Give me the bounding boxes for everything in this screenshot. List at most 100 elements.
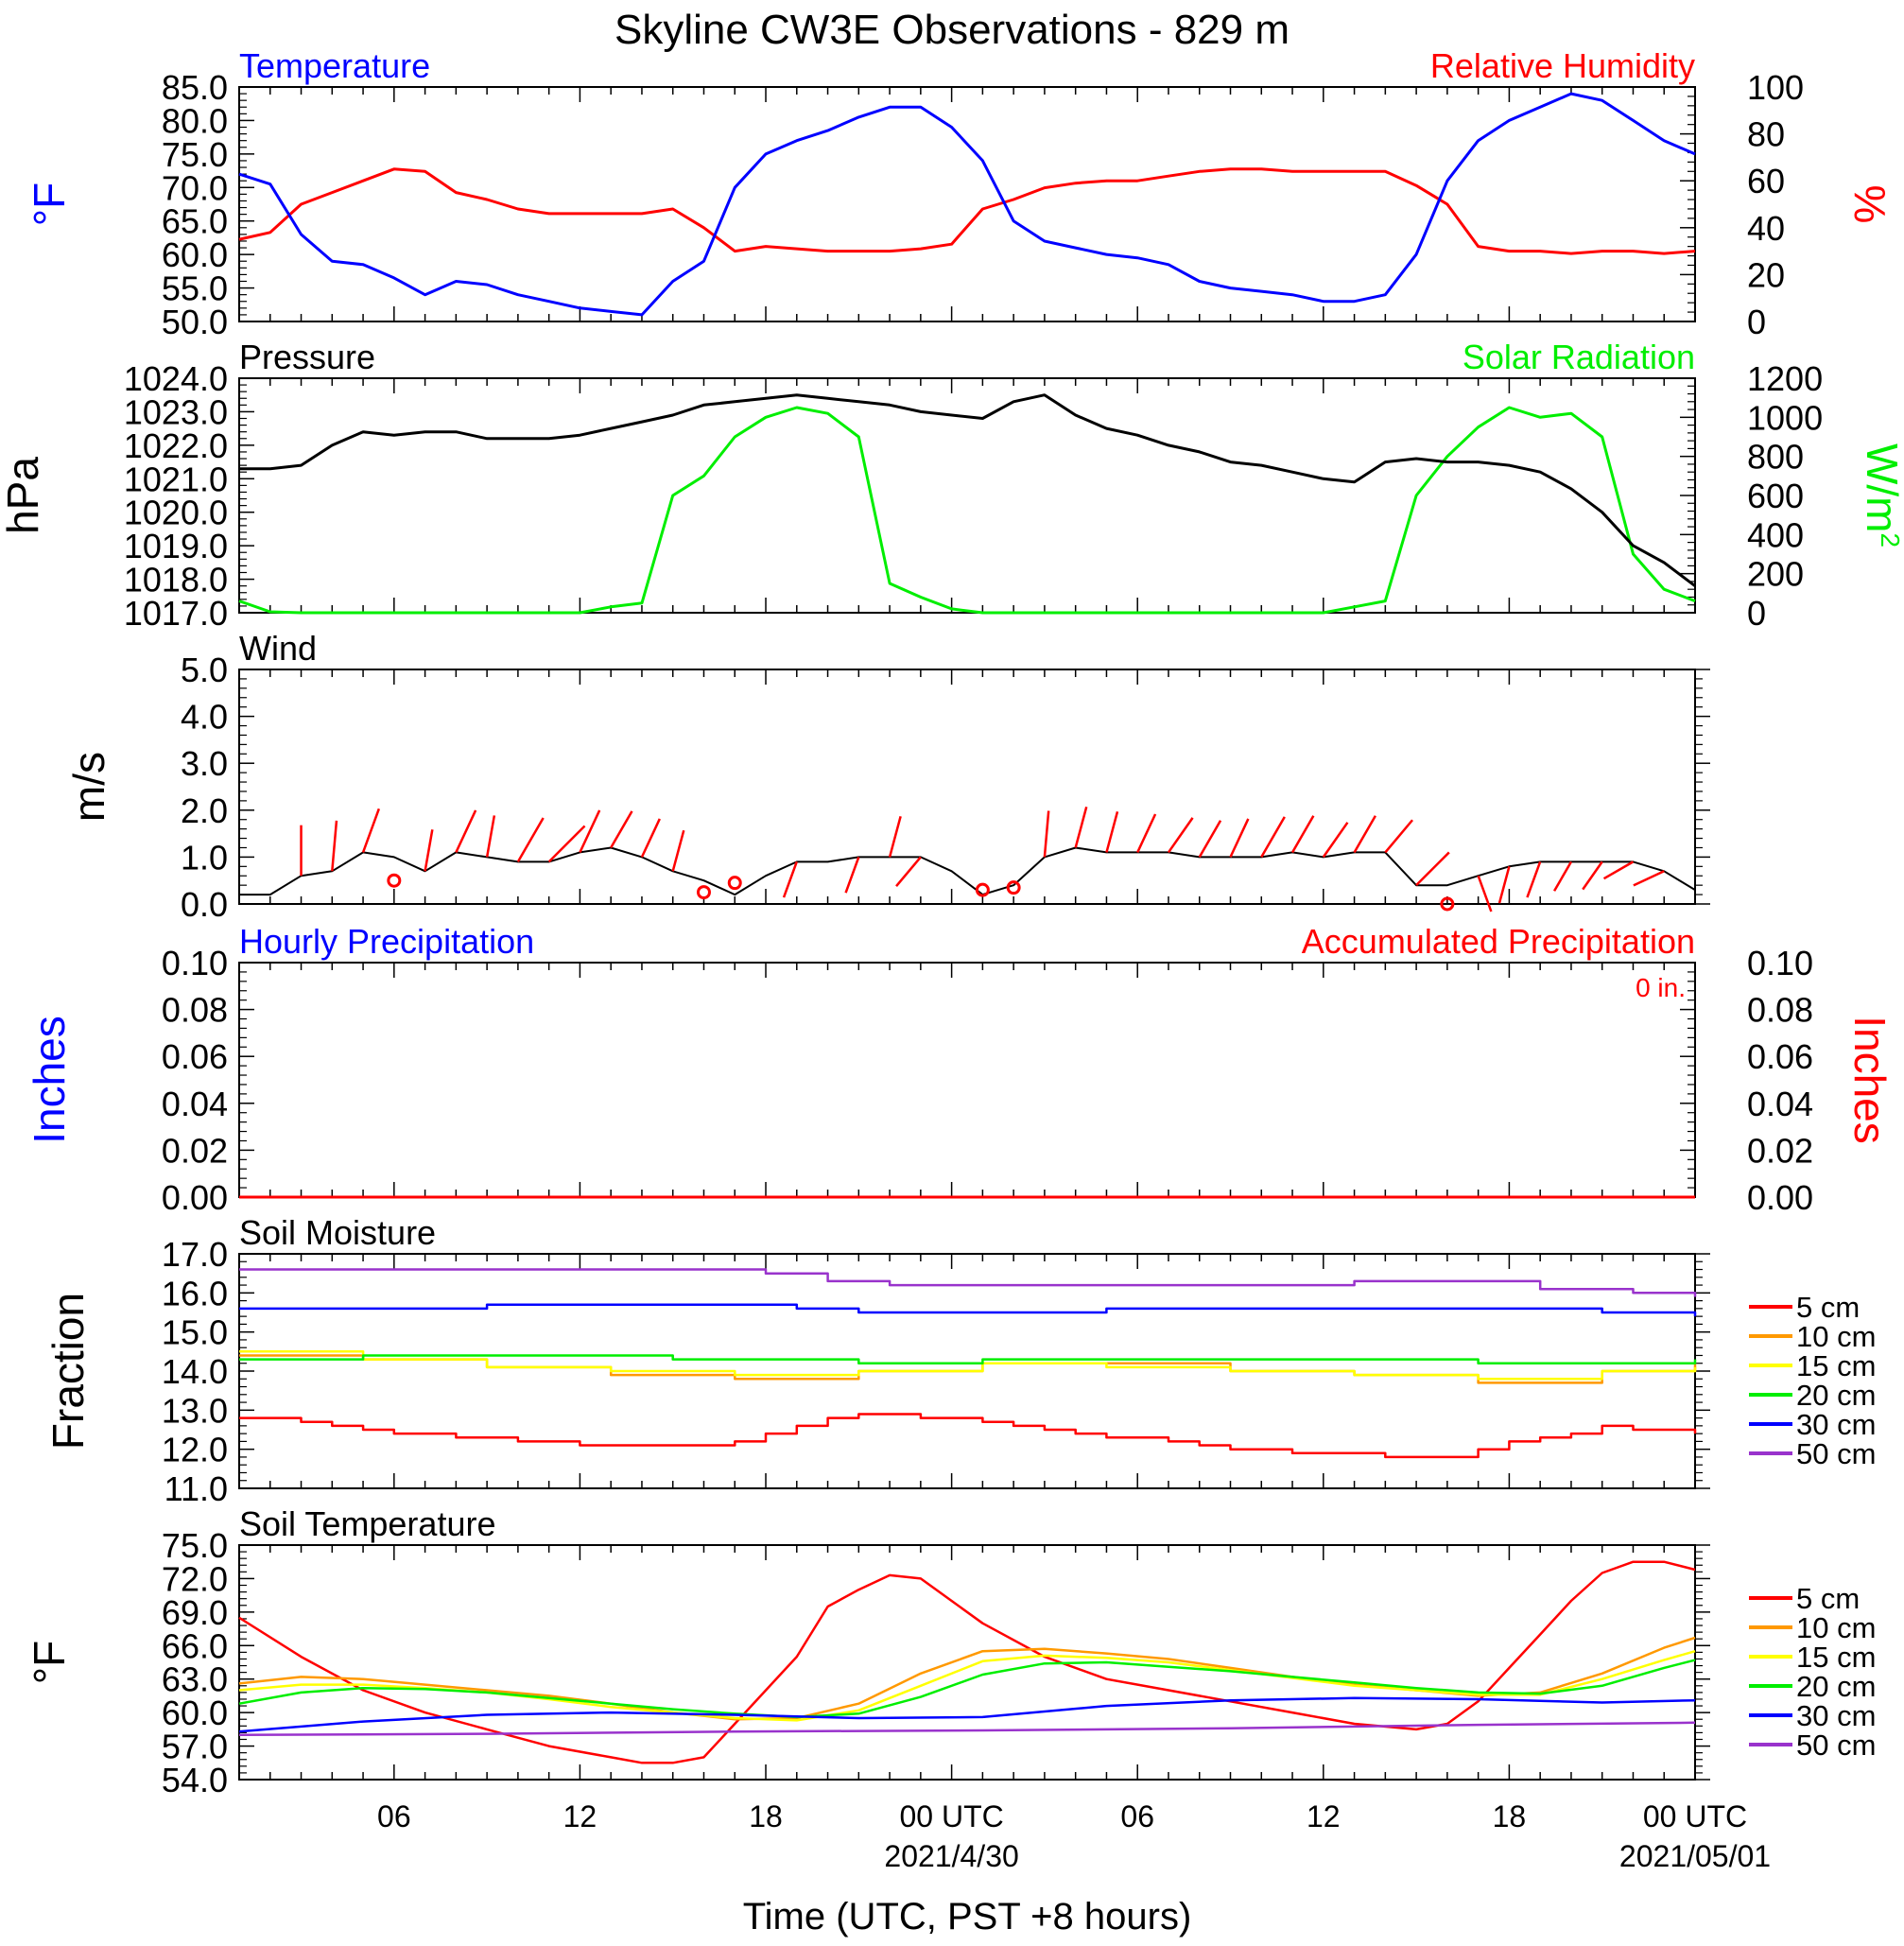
wind-barb <box>1477 875 1493 912</box>
legend-label: 30 cm <box>1796 1699 1876 1732</box>
panel-title-soil-temperature: Soil Temperature <box>239 1504 495 1543</box>
y2-tick-label: 1200 <box>1747 359 1823 398</box>
series-temperature <box>238 92 1696 317</box>
legend-label: 50 cm <box>1796 1437 1876 1470</box>
y2-label-solar: W/m2 <box>1858 443 1904 547</box>
legend-label: 20 cm <box>1796 1379 1876 1412</box>
series-pressure <box>239 393 1696 587</box>
y-label-soil-temperature: °F <box>25 1641 74 1685</box>
series-soil-moisture <box>239 1413 1697 1459</box>
wind-barb <box>455 809 477 853</box>
x-tick-label: 06 <box>1120 1799 1154 1833</box>
panel-title-pressure: Pressure <box>239 338 375 376</box>
wind-barb <box>1415 851 1450 887</box>
legend-label: 50 cm <box>1796 1729 1876 1762</box>
y-tick-label: 1.0 <box>181 838 228 877</box>
wind-barb <box>1198 820 1222 859</box>
x-axis: 06 12 18 00 UTC 06 12 18 00 UTC 2021/4/30 2021/05… <box>377 1799 1771 1873</box>
y2-tick-label: 0.08 <box>1747 991 1813 1030</box>
wind-barb <box>1552 860 1573 892</box>
y-tick-label: 60.0 <box>162 1694 228 1732</box>
wind-barb <box>361 808 381 853</box>
plot-frame <box>238 86 1696 322</box>
legend-label: 5 cm <box>1796 1291 1860 1324</box>
panel-title-humidity: Relative Humidity <box>1430 46 1695 85</box>
panels: 50.055.060.065.070.075.080.085.002040608… <box>0 46 1904 1799</box>
calm-wind-marker <box>1440 896 1455 912</box>
y2-tick-label: 100 <box>1747 68 1804 107</box>
series-soil-moisture <box>239 1354 1697 1364</box>
wind-barb <box>782 860 798 898</box>
wind-barb <box>424 829 434 872</box>
y-tick-label: 15.0 <box>162 1313 228 1352</box>
series-soil-moisture <box>239 1303 1697 1317</box>
y2-tick-label: 20 <box>1747 255 1785 294</box>
y-tick-label: 1024.0 <box>124 359 228 398</box>
wind-barb <box>331 820 338 872</box>
y-tick-label: 60.0 <box>162 235 228 274</box>
calm-wind-marker <box>387 873 402 888</box>
y-label-pressure: hPa <box>0 457 47 534</box>
legend-label: 15 cm <box>1796 1349 1876 1382</box>
x-tick-label: 18 <box>749 1799 783 1833</box>
y2-tick-label: 80 <box>1747 115 1785 154</box>
wind-barb <box>1043 810 1050 858</box>
y-tick-label: 57.0 <box>162 1728 228 1766</box>
y-tick-label: 11.0 <box>164 1469 228 1508</box>
x-tick-label: 12 <box>563 1799 597 1833</box>
series-soil-temperature <box>238 1659 1696 1719</box>
wind-barb <box>547 825 586 863</box>
y-tick-label: 65.0 <box>162 202 228 241</box>
calm-wind-marker <box>1006 880 1021 895</box>
y-tick-label: 12.0 <box>162 1431 228 1469</box>
panel-pressure-solar: 1017.01018.01019.01020.01021.01022.01023… <box>0 338 1904 633</box>
y-tick-label: 66.0 <box>162 1626 228 1665</box>
wind-barb <box>888 815 902 858</box>
y-tick-label: 2.0 <box>181 791 228 830</box>
wind-barb <box>1105 810 1119 853</box>
panel-temperature-humidity: 50.055.060.065.070.075.080.085.0 0 20 40 60 8… <box>25 46 1895 341</box>
calm-wind-marker <box>696 885 711 900</box>
y-tick-label: 1018.0 <box>124 561 228 599</box>
wind-barb <box>671 829 685 872</box>
panel-title-wind: Wind <box>239 629 317 668</box>
y2-label-humidity: % <box>1845 185 1895 224</box>
y-tick-label: 16.0 <box>162 1274 228 1312</box>
wind-barb <box>1526 860 1542 898</box>
panel-title-hourly-precip: Hourly Precipitation <box>239 922 534 961</box>
figure-title: Skyline CW3E Observations - 829 m <box>614 7 1290 53</box>
series-soil-moisture <box>239 1268 1697 1297</box>
series-wind-speed <box>239 846 1696 896</box>
accum-precip-value: 0 in. <box>1636 973 1686 1002</box>
legend-label: 10 cm <box>1796 1611 1876 1644</box>
y-tick-label: 0.02 <box>162 1131 228 1170</box>
series-soil-temperature <box>238 1696 1696 1733</box>
x-tick-label: 00 UTC <box>899 1799 1003 1833</box>
panel-soil-temperature: 54.057.060.063.066.069.072.075.0 Soil Tem… <box>25 1504 1876 1799</box>
wind-barb <box>1322 822 1349 859</box>
series-relative-humidity <box>238 167 1696 255</box>
y-tick-label: 80.0 <box>162 101 228 140</box>
y2-tick-label: 0.00 <box>1747 1178 1813 1217</box>
y-label-soil-moisture: Fraction <box>43 1293 93 1450</box>
legend-label: 10 cm <box>1796 1320 1876 1353</box>
wind-barb <box>1167 817 1194 854</box>
series-soil-temperature <box>238 1721 1696 1737</box>
y-tick-label: 54.0 <box>162 1761 228 1799</box>
series-soil-temperature <box>238 1560 1696 1764</box>
y-tick-label: 1019.0 <box>124 527 228 565</box>
y-tick-label: 0.06 <box>162 1037 228 1076</box>
y-tick-label: 69.0 <box>162 1593 228 1632</box>
wind-barb <box>485 815 496 858</box>
y2-tick-label: 60 <box>1747 162 1785 200</box>
y-tick-label: 63.0 <box>162 1660 228 1699</box>
calm-wind-marker <box>975 882 990 897</box>
y-tick-label: 1023.0 <box>124 392 228 431</box>
y2-tick-label: 1000 <box>1747 398 1823 437</box>
wind-barb <box>1497 865 1511 904</box>
wind-barb <box>1384 819 1413 854</box>
wind-barb <box>844 856 860 894</box>
x-date-label: 2021/05/01 <box>1619 1839 1771 1873</box>
wind-barb <box>516 817 545 862</box>
